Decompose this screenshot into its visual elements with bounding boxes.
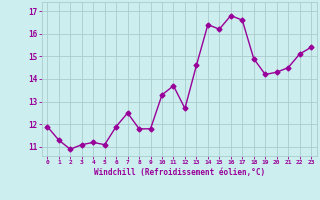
X-axis label: Windchill (Refroidissement éolien,°C): Windchill (Refroidissement éolien,°C) [94,168,265,177]
